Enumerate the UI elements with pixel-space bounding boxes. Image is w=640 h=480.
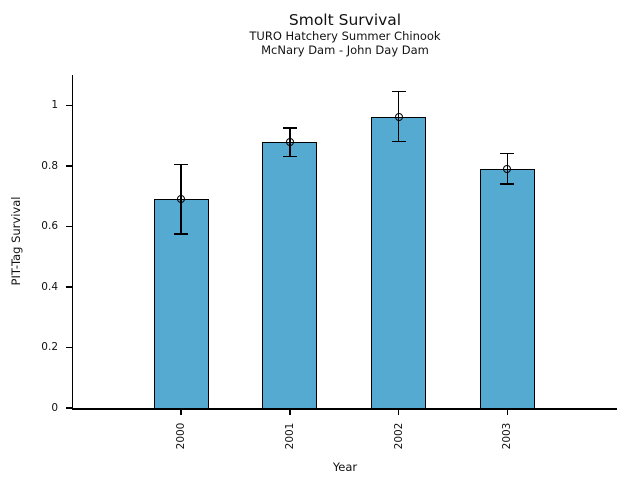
bar-2003 <box>479 168 535 408</box>
y-tick <box>65 225 72 228</box>
y-tick-label: 0.2 <box>41 341 58 354</box>
x-tick-label: 2000 <box>175 422 187 450</box>
error-bar-cap-top <box>174 163 188 166</box>
mean-marker-icon <box>285 137 294 146</box>
x-tick <box>289 409 291 415</box>
x-tick-label: 2002 <box>392 422 405 450</box>
error-bar-cap-top <box>282 127 297 129</box>
error-bar-cap-bottom <box>391 140 406 143</box>
x-axis-label: Year <box>332 460 358 474</box>
y-tick-label: 0.8 <box>41 159 58 172</box>
y-tick <box>65 346 72 349</box>
y-tick <box>65 165 72 167</box>
error-bar-cap-top <box>391 90 406 93</box>
y-tick <box>65 104 72 107</box>
x-tick-label: 2001 <box>283 422 296 450</box>
y-tick <box>65 407 72 409</box>
chart-title: Smolt Survival <box>288 11 402 29</box>
x-tick-label: 2003 <box>501 422 514 450</box>
y-tick-label: 0 <box>51 402 58 414</box>
chart-subtitle-line1: TURO Hatchery Summer Chinook <box>249 29 441 43</box>
x-tick <box>506 409 509 415</box>
mean-marker-icon <box>177 195 185 204</box>
x-tick <box>397 409 400 415</box>
error-bar-cap-top <box>500 152 515 155</box>
error-bar-cap-bottom <box>282 155 297 158</box>
y-tick <box>65 286 72 288</box>
bar-2001 <box>262 141 318 408</box>
y-tick-label: 1 <box>51 99 58 112</box>
y-tick-label: 0.6 <box>41 220 58 233</box>
chart-subtitle-line2: McNary Dam - John Day Dam <box>261 43 429 57</box>
bar-2002 <box>371 117 427 408</box>
error-bar-cap-bottom <box>500 183 515 185</box>
mean-marker-icon <box>394 113 403 122</box>
mean-marker-icon <box>503 164 512 173</box>
y-axis-spine <box>71 75 73 410</box>
x-axis-spine <box>71 408 617 410</box>
error-bar-cap-bottom <box>174 233 188 235</box>
y-tick-label: 0.4 <box>41 280 58 293</box>
x-tick <box>180 409 182 415</box>
